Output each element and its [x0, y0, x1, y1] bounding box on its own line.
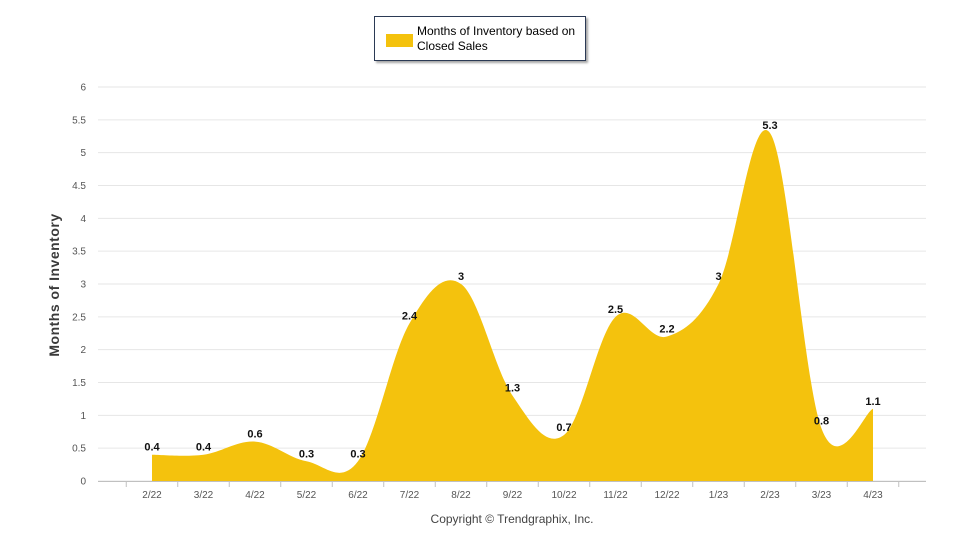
data-label: 0.4: [196, 442, 212, 454]
y-tick-label: 3.5: [72, 247, 86, 258]
x-tick-label: 11/22: [603, 490, 628, 501]
data-label: 0.4: [144, 442, 160, 454]
x-tick-label: 4/23: [863, 490, 883, 501]
data-label: 2.4: [402, 310, 418, 322]
area-series: [152, 129, 873, 481]
x-tick-label: 9/22: [503, 490, 523, 501]
y-tick-label: 1: [80, 411, 86, 422]
data-label: 1.3: [505, 383, 520, 395]
area-fill: [152, 129, 873, 481]
x-tick-label: 1/23: [709, 490, 729, 501]
x-tick-label: 3/22: [194, 490, 214, 501]
y-tick-label: 5.5: [72, 115, 86, 126]
y-tick-label: 1.5: [72, 378, 86, 389]
data-label: 0.3: [299, 448, 314, 460]
x-tick-label: 5/22: [297, 490, 317, 501]
x-tick-label: 2/22: [142, 490, 162, 501]
x-tick-label: 12/22: [654, 490, 679, 501]
x-tick-label: 6/22: [348, 490, 368, 501]
x-tick-label: 3/23: [812, 490, 832, 501]
data-label: 2.2: [659, 324, 674, 336]
x-tick-label: 10/22: [551, 490, 576, 501]
x-tick-label: 8/22: [451, 490, 471, 501]
y-tick-label: 5: [80, 148, 86, 159]
data-label: 0.7: [556, 422, 571, 434]
data-label: 1.1: [865, 396, 880, 408]
y-tick-label: 2.5: [72, 312, 86, 323]
y-tick-label: 2: [80, 345, 86, 356]
y-tick-label: 6: [80, 83, 86, 94]
legend: Months of Inventory based on Closed Sale…: [374, 16, 586, 61]
y-tick-label: 0: [80, 477, 86, 488]
x-tick-label: 2/23: [760, 490, 780, 501]
y-tick-label: 0.5: [72, 444, 86, 455]
data-label: 0.3: [350, 448, 365, 460]
y-tick-label: 4: [80, 214, 86, 225]
y-tick-label: 4.5: [72, 181, 86, 192]
axes: 0 0.5 1 1.5 2 2.5 3 3.5 4 4.5 5 5.5 6 2/22 3/22 4/22 5/2…: [72, 83, 926, 501]
x-tick-label: 4/22: [245, 490, 265, 501]
data-label: 2.5: [608, 304, 623, 316]
legend-swatch: [386, 34, 413, 47]
data-label: 3: [715, 271, 721, 283]
data-label: 0.8: [814, 415, 829, 427]
grid-lines: [98, 86, 926, 482]
data-label: 5.3: [762, 120, 777, 132]
x-tick-label: 7/22: [400, 490, 420, 501]
data-label: 3: [458, 271, 464, 283]
y-tick-label: 3: [80, 280, 86, 291]
data-labels: 0.4 0.4 0.6 0.3 0.3 2.4 3 1.3 0.7 2.5 2.2 3 5.3 0.8 1.…: [144, 120, 880, 460]
legend-label: Months of Inventory based on Closed Sale…: [417, 24, 576, 53]
y-axis-title: Months of Inventory: [46, 213, 62, 357]
data-label: 0.6: [247, 429, 262, 441]
copyright-footer: Copyright © Trendgraphix, Inc.: [430, 512, 594, 526]
